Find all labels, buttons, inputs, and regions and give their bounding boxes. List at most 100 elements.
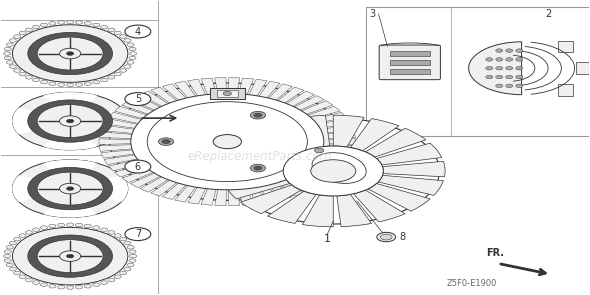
Circle shape — [124, 39, 131, 42]
Wedge shape — [162, 142, 227, 199]
Circle shape — [496, 75, 503, 79]
Circle shape — [60, 183, 81, 194]
Circle shape — [516, 49, 523, 53]
Wedge shape — [175, 142, 227, 202]
Wedge shape — [227, 142, 292, 199]
Bar — [217, 90, 238, 97]
Circle shape — [19, 31, 26, 35]
Circle shape — [486, 66, 493, 70]
Wedge shape — [43, 140, 97, 150]
Text: 1: 1 — [324, 234, 331, 243]
Circle shape — [114, 31, 122, 35]
Circle shape — [93, 23, 100, 27]
Wedge shape — [303, 195, 333, 227]
Bar — [390, 51, 430, 56]
Wedge shape — [162, 84, 227, 142]
Wedge shape — [12, 176, 70, 201]
Circle shape — [114, 72, 122, 76]
Circle shape — [49, 82, 56, 86]
Wedge shape — [99, 139, 227, 145]
Circle shape — [41, 226, 48, 229]
Wedge shape — [227, 132, 355, 142]
Wedge shape — [227, 125, 354, 142]
Bar — [558, 84, 573, 96]
Circle shape — [9, 39, 17, 42]
Circle shape — [377, 232, 396, 242]
Wedge shape — [12, 175, 32, 202]
Circle shape — [93, 226, 100, 229]
Circle shape — [250, 112, 266, 119]
Circle shape — [129, 259, 136, 262]
Wedge shape — [227, 142, 254, 205]
Circle shape — [9, 65, 17, 68]
Circle shape — [76, 83, 83, 86]
Circle shape — [37, 105, 103, 137]
Wedge shape — [227, 81, 280, 142]
Wedge shape — [227, 139, 356, 145]
Wedge shape — [227, 101, 333, 142]
Wedge shape — [101, 125, 227, 142]
Circle shape — [6, 263, 13, 267]
Wedge shape — [468, 42, 522, 95]
Wedge shape — [201, 78, 227, 142]
Circle shape — [58, 83, 65, 86]
Circle shape — [12, 227, 128, 285]
Circle shape — [49, 224, 56, 228]
Wedge shape — [382, 161, 445, 177]
Circle shape — [120, 271, 127, 275]
Text: FR.: FR. — [486, 248, 504, 258]
Circle shape — [101, 228, 108, 232]
Circle shape — [6, 61, 13, 64]
Wedge shape — [337, 194, 372, 227]
Circle shape — [49, 284, 56, 288]
Circle shape — [41, 23, 48, 27]
Wedge shape — [215, 78, 227, 142]
Circle shape — [60, 251, 81, 261]
Wedge shape — [150, 142, 227, 196]
Circle shape — [496, 49, 503, 53]
Wedge shape — [114, 106, 227, 142]
Circle shape — [496, 84, 503, 88]
Circle shape — [32, 25, 40, 29]
Bar — [390, 60, 430, 65]
Wedge shape — [227, 142, 355, 151]
Text: 5: 5 — [135, 94, 141, 104]
Circle shape — [108, 76, 115, 79]
Wedge shape — [227, 119, 350, 142]
Circle shape — [516, 66, 523, 70]
Wedge shape — [122, 142, 227, 183]
Circle shape — [67, 254, 74, 258]
Wedge shape — [46, 160, 94, 189]
Wedge shape — [43, 160, 97, 170]
Circle shape — [84, 284, 91, 288]
Circle shape — [49, 22, 56, 25]
Circle shape — [110, 83, 345, 200]
Circle shape — [28, 235, 113, 277]
Circle shape — [108, 28, 115, 32]
Wedge shape — [225, 177, 290, 199]
Wedge shape — [114, 142, 227, 177]
Circle shape — [120, 35, 127, 38]
Circle shape — [496, 66, 503, 70]
Wedge shape — [104, 119, 227, 142]
Circle shape — [129, 56, 136, 60]
Bar — [390, 68, 430, 74]
Wedge shape — [227, 106, 340, 142]
Wedge shape — [150, 87, 227, 142]
Wedge shape — [227, 142, 324, 188]
Wedge shape — [130, 142, 227, 188]
Circle shape — [6, 43, 13, 46]
Circle shape — [114, 275, 122, 278]
Wedge shape — [295, 115, 330, 148]
Circle shape — [32, 78, 40, 82]
Wedge shape — [46, 189, 94, 217]
Circle shape — [254, 166, 262, 170]
Circle shape — [127, 263, 134, 267]
Wedge shape — [227, 142, 314, 192]
Circle shape — [127, 245, 134, 249]
Text: 4: 4 — [135, 27, 141, 37]
Circle shape — [486, 75, 493, 79]
Circle shape — [114, 234, 122, 237]
Circle shape — [12, 92, 128, 150]
Wedge shape — [227, 142, 333, 183]
